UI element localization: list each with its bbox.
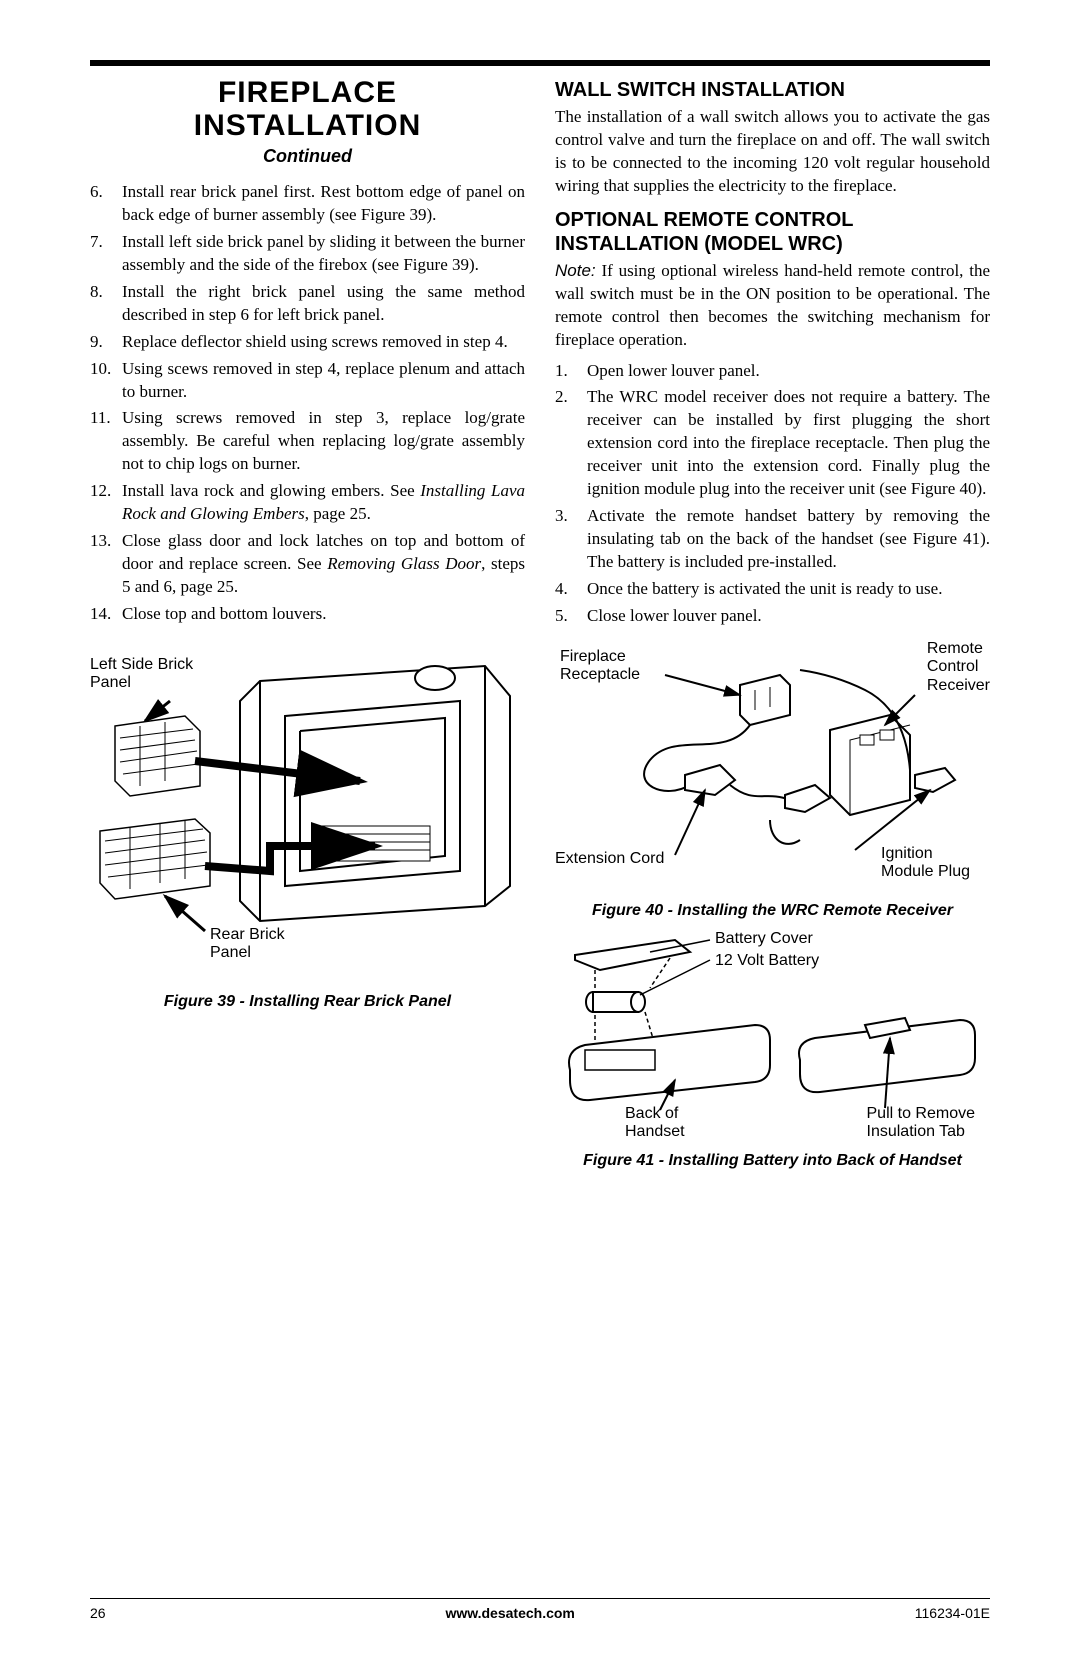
footer-url: www.desatech.com xyxy=(445,1605,574,1621)
remote-note: Note: If using optional wireless hand-he… xyxy=(555,260,990,352)
note-label: Note: xyxy=(555,261,596,280)
rstep-2: 2.The WRC model receiver does not requir… xyxy=(555,386,990,501)
step-9: 9.Replace deflector shield using screws … xyxy=(90,331,525,354)
fig40-label-ext: Extension Cord xyxy=(555,850,664,868)
fig39-svg xyxy=(90,646,520,976)
right-steps: 1.Open lower louver panel. 2.The WRC mod… xyxy=(555,360,990,628)
fig41-label-tab: Pull to Remove Insulation Tab xyxy=(867,1105,976,1142)
title-line-1: FIREPLACE xyxy=(218,76,397,109)
fig40-caption: Figure 40 - Installing the WRC Remote Re… xyxy=(555,901,990,920)
figure-40: Fireplace Receptacle Remote Control Rece… xyxy=(555,640,990,895)
wall-switch-head: WALL SWITCH INSTALLATION xyxy=(555,78,990,102)
rstep-5: 5.Close lower louver panel. xyxy=(555,605,990,628)
right-column: WALL SWITCH INSTALLATION The installatio… xyxy=(555,76,990,1180)
fig40-label-receiver: Remote Control Receiver xyxy=(927,640,990,695)
rstep-3: 3.Activate the remote handset battery by… xyxy=(555,505,990,574)
rstep-4: 4.Once the battery is activated the unit… xyxy=(555,578,990,601)
fig41-caption: Figure 41 - Installing Battery into Back… xyxy=(555,1151,990,1170)
fig39-label-rear: Rear Brick Panel xyxy=(210,926,285,963)
fig40-label-plug: Ignition Module Plug xyxy=(881,845,970,882)
step-13: 13.Close glass door and lock latches on … xyxy=(90,530,525,599)
footer: 26 www.desatech.com 116234-01E xyxy=(90,1598,990,1621)
fig41-label-batt: 12 Volt Battery xyxy=(715,952,819,970)
step-14: 14.Close top and bottom louvers. xyxy=(90,603,525,626)
main-title: FIREPLACE INSTALLATION xyxy=(90,76,525,142)
rstep-1: 1.Open lower louver panel. xyxy=(555,360,990,383)
step-11: 11.Using screws removed in step 3, repla… xyxy=(90,407,525,476)
step-6: 6.Install rear brick panel first. Rest b… xyxy=(90,181,525,227)
continued-label: Continued xyxy=(90,146,525,167)
figure-39: Left Side Brick Panel xyxy=(90,646,525,986)
figure-41: Battery Cover 12 Volt Battery Back of Ha… xyxy=(555,930,990,1145)
fig39-label-left: Left Side Brick Panel xyxy=(90,656,193,693)
header-rule xyxy=(90,60,990,66)
fig39-caption: Figure 39 - Installing Rear Brick Panel xyxy=(90,992,525,1011)
fig41-label-cover: Battery Cover xyxy=(715,930,813,948)
left-steps: 6.Install rear brick panel first. Rest b… xyxy=(90,181,525,626)
page-number: 26 xyxy=(90,1605,106,1621)
left-column: FIREPLACE INSTALLATION Continued 6.Insta… xyxy=(90,76,525,1180)
note-text: If using optional wireless hand-held rem… xyxy=(555,261,990,349)
fig41-label-back: Back of Handset xyxy=(625,1105,685,1142)
doc-number: 116234-01E xyxy=(915,1605,990,1621)
step-10: 10.Using scews removed in step 4, replac… xyxy=(90,358,525,404)
remote-head: OPTIONAL REMOTE CONTROL INSTALLATION (MO… xyxy=(555,208,990,256)
title-line-2: INSTALLATION xyxy=(194,109,422,142)
wall-switch-text: The installation of a wall switch allows… xyxy=(555,106,990,198)
step-7: 7.Install left side brick panel by slidi… xyxy=(90,231,525,277)
step-12: 12.Install lava rock and glowing embers.… xyxy=(90,480,525,526)
step-8: 8.Install the right brick panel using th… xyxy=(90,281,525,327)
fig40-label-receptacle: Fireplace Receptacle xyxy=(560,648,640,685)
